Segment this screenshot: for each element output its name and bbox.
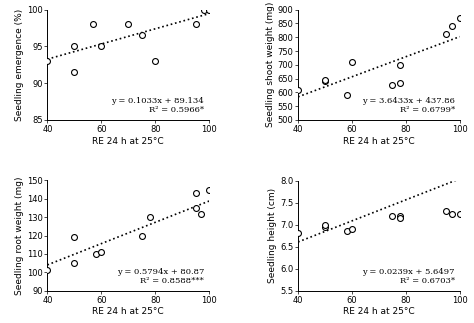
Y-axis label: Seedling height (cm): Seedling height (cm) [268,188,277,283]
Point [205,7,213,12]
X-axis label: RE 24 h at 25°C: RE 24 h at 25°C [343,307,415,316]
Point [389,83,396,88]
Point [389,213,396,218]
Point [397,215,404,221]
Text: y = 0.1033x + 89.134
R² = 0.5966*: y = 0.1033x + 89.134 R² = 0.5966* [111,97,204,114]
Point [98,250,105,255]
Point [192,22,200,27]
Point [151,58,159,64]
Point [343,92,350,98]
Point [348,226,356,232]
Text: y = 0.5794x + 80.87
R² = 0.8588***: y = 0.5794x + 80.87 R² = 0.8588*** [117,268,204,285]
Point [321,78,329,83]
Point [348,59,356,65]
X-axis label: RE 24 h at 25°C: RE 24 h at 25°C [92,307,164,316]
Point [44,268,51,273]
Point [138,233,146,238]
Point [205,187,213,192]
Point [294,87,302,92]
Point [192,205,200,211]
Point [443,209,450,214]
Point [71,69,78,75]
Point [456,16,464,21]
Point [448,24,456,29]
Point [397,80,404,85]
Point [294,231,302,236]
X-axis label: RE 24 h at 25°C: RE 24 h at 25°C [92,137,164,146]
Text: y = 0.0239x + 5.6497
R² = 0.6703*: y = 0.0239x + 5.6497 R² = 0.6703* [363,268,455,285]
X-axis label: RE 24 h at 25°C: RE 24 h at 25°C [343,137,415,146]
Point [321,222,329,227]
Point [98,44,105,49]
Point [44,58,51,64]
Point [343,229,350,234]
Point [71,44,78,49]
Point [443,32,450,37]
Y-axis label: Seedling shoot weight (mg): Seedling shoot weight (mg) [265,2,274,128]
Point [397,213,404,218]
Point [197,211,205,216]
Point [200,7,208,12]
Point [456,211,464,216]
Point [71,235,78,240]
Point [397,62,404,68]
Y-axis label: Seedling emergence (%): Seedling emergence (%) [15,9,24,121]
Text: y = 3.6433x + 437.86
R² = 0.6799*: y = 3.6433x + 437.86 R² = 0.6799* [362,97,455,114]
Point [92,251,100,256]
Point [71,261,78,266]
Point [448,211,456,216]
Point [125,22,132,27]
Point [146,215,154,220]
Point [321,224,329,229]
Point [192,191,200,196]
Y-axis label: Seedling root weight (mg): Seedling root weight (mg) [15,176,24,295]
Point [90,22,97,27]
Point [138,33,146,38]
Point [321,79,329,84]
